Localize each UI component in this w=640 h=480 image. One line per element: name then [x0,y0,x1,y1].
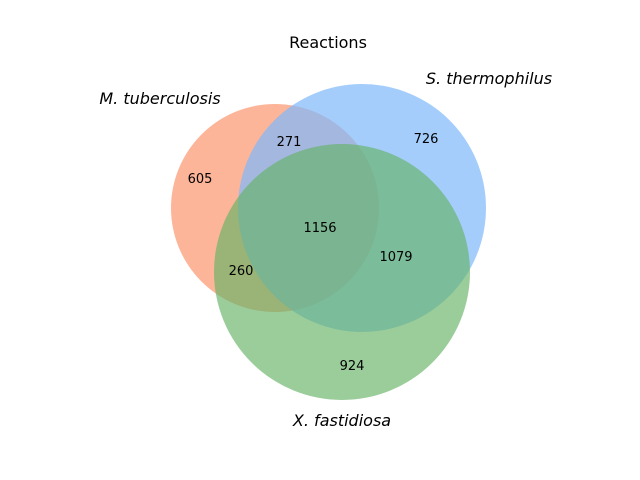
region-count-m-tuberculosis-s-thermophilus: 271 [277,135,302,150]
region-count-m-tuberculosis-x-fastidiosa: 260 [229,264,254,279]
region-count-x-fastidiosa-only: 924 [340,359,365,374]
chart-title: Reactions [289,33,367,52]
set-label-x-fastidiosa: X. fastidiosa [292,411,391,430]
region-count-s-thermophilus-only: 726 [414,132,439,147]
region-count-all-three: 1156 [303,221,336,236]
region-count-m-tuberculosis-only: 605 [188,172,213,187]
region-count-s-thermophilus-x-fastidiosa: 1079 [379,250,412,265]
set-circle-x-fastidiosa [214,144,470,400]
set-label-s-thermophilus: S. thermophilus [426,69,552,88]
set-label-m-tuberculosis: M. tuberculosis [99,89,220,108]
